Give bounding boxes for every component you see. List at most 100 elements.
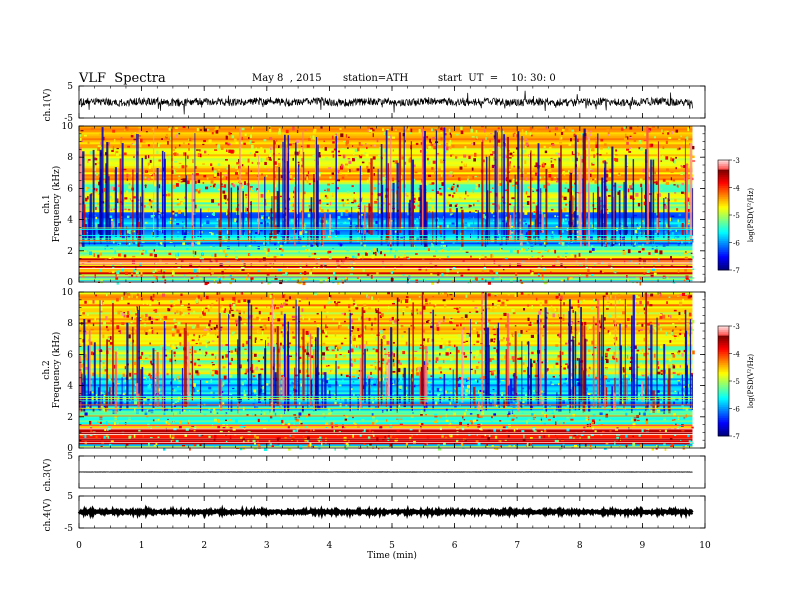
spectrogram-row [79,180,693,183]
spectrogram-speck [583,263,586,267]
spectrogram-speck [405,192,407,197]
sferic-streak [604,161,607,242]
spectrogram-speck [438,416,442,419]
spectrogram-speck [662,314,666,319]
spectrogram-speck [671,334,675,336]
spectrogram-speck [124,379,127,383]
spectrogram-speck [210,391,213,394]
spectrogram-speck [499,445,502,447]
spectrogram-speck [492,370,496,372]
spectrogram-speck [636,224,639,226]
spectrogram-speck [299,231,303,236]
spectrogram-speck [95,294,97,297]
spectrogram-speck [632,243,636,248]
spectrogram-speck [449,316,452,321]
spectrogram-speck [303,222,306,227]
spectrogram-speck [472,189,475,193]
spectrogram-speck [449,139,452,144]
spectrogram-speck [187,421,189,425]
spectrogram-speck [363,244,367,249]
spectrogram-speck [623,126,626,129]
spectrogram-speck [79,137,82,141]
ch1-spectrogram-colorbar-label: log(PSD(V²/Hz) [747,188,755,243]
spectrogram-speck [648,175,651,179]
spectrogram-speck [413,164,416,168]
spectrogram-speck [148,355,152,357]
spectrogram-speck [211,271,214,274]
spectrogram-speck [525,138,528,142]
spectrogram-speck [392,177,395,182]
sferic-streak [421,127,424,236]
spectrogram-speck [341,176,345,180]
spectrogram-speck [335,302,339,307]
spectrogram-speck [299,420,302,424]
spectrogram-speck [405,442,408,446]
spectrogram-speck [691,145,695,150]
spectrogram-speck [147,177,150,181]
spectrogram-speck [250,170,252,172]
spectrogram-speck [677,219,680,223]
spectrogram-speck [674,192,677,194]
spectrogram-speck [653,210,656,212]
spectrogram-speck [142,402,145,406]
spectrogram-speck [332,420,336,423]
spectrogram-speck [391,136,396,139]
spectrogram-speck [311,244,314,247]
spectrogram-speck [688,177,690,180]
spectrogram-speck [446,268,450,273]
spectrogram-speck [300,383,302,387]
spectrogram-row [79,218,693,221]
spectrogram-speck [667,132,670,135]
spectrogram-speck [364,152,367,155]
spectrogram-speck [274,167,276,172]
spectrogram-speck [526,241,530,245]
spectrogram-speck [530,334,534,338]
spectrogram-speck [257,270,261,272]
spectrogram-speck [521,150,525,155]
sferic-streak [408,202,411,236]
spectrogram-speck [126,230,130,234]
spectrogram-speck [498,440,502,442]
spectrogram-speck [188,147,190,151]
spectrogram-speck [675,229,678,232]
spectrogram-speck [368,307,371,310]
spectrogram-speck [410,128,413,133]
sferic-streak [194,133,196,239]
spectrogram-speck [274,196,277,200]
spectrogram-speck [512,178,516,181]
spectrogram-speck [511,184,516,187]
spectrogram-speck [207,332,210,337]
spectrogram-speck [533,212,536,215]
spectrogram-speck [272,297,275,300]
spectrogram-speck [182,220,184,223]
spectrogram-speck [497,139,501,143]
sferic-streak [641,187,643,237]
spectrogram-speck [149,206,152,209]
spectrogram-speck [490,370,494,374]
spectrogram-speck [604,370,608,375]
spectrogram-speck [193,255,195,257]
colorbar-segment [718,172,729,176]
spectrogram-speck [210,185,212,188]
spectrogram-speck [357,203,361,207]
spectrogram-speck [225,412,228,414]
spectrogram-speck [529,132,532,136]
spectrogram-speck [586,339,588,342]
spectrogram-speck [686,360,689,363]
spectrogram-speck [678,372,682,375]
spectrogram-speck [599,210,602,214]
spectrogram-speck [560,230,564,233]
colorbar-segment [718,262,729,265]
spectrogram-speck [274,242,277,246]
spectrogram-speck [622,311,626,315]
sferic-streak [359,165,362,235]
spectrogram-speck [88,300,91,304]
spectrogram-speck [347,438,350,442]
spectrogram-speck [157,270,161,273]
spectrogram-speck [153,274,156,277]
spectrogram-speck [626,250,629,253]
spectrogram-speck [271,445,274,448]
spectrogram-speck [485,137,487,140]
spectrogram-speck [288,150,290,154]
spectrogram-speck [415,253,418,255]
